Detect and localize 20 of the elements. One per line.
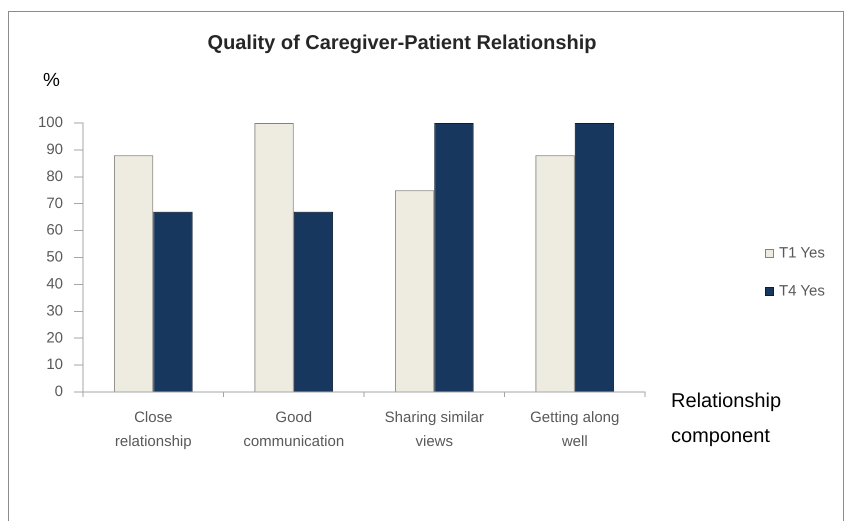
x-tick-label: Sharing similar views (384, 409, 484, 450)
x-axis-title: Relationship component (671, 389, 782, 449)
y-tick-label: 70 (46, 194, 63, 212)
y-tick-label: 100 (38, 114, 63, 132)
y-tick-label: 40 (46, 276, 63, 293)
chart-title: Quality of Caregiver-Patient Relationship (206, 32, 598, 55)
x-tick-label: Getting along well (530, 409, 620, 450)
y-tick-label: 20 (46, 329, 63, 346)
y-tick-label: 30 (46, 302, 63, 320)
legend-label: T4 Yes (779, 282, 825, 300)
x-tick-label: Good communication (243, 409, 344, 450)
y-tick-label: 60 (46, 222, 63, 239)
y-axis-title: % (43, 70, 60, 92)
legend-label: T1 Yes (779, 244, 825, 262)
y-tick-label: 0 (54, 383, 63, 400)
y-tick-label: 80 (46, 168, 63, 185)
x-tick-label: Close relationship (114, 409, 192, 450)
y-tick-label: 50 (46, 248, 63, 266)
y-tick-label: 10 (46, 356, 63, 374)
y-tick-label: 90 (46, 141, 63, 158)
